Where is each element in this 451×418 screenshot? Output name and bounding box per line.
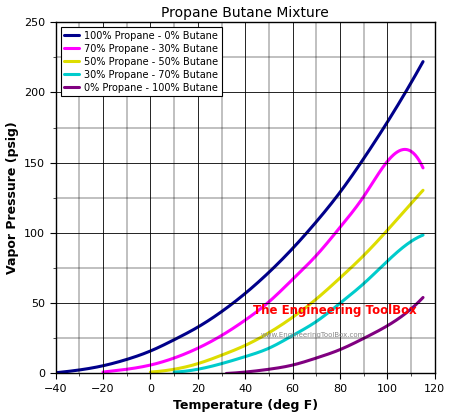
30% Propane - 70% Butane (291, 332, 297, 337)
0% Propane - 100% Butane (318, 354, 324, 359)
0% Propane - 100% Butane (415, 300, 421, 305)
Legend: 100% Propane - 0% Butane, 70% Propane - 30% Butane, 50% Propane - 50% Butane, 30: 100% Propane - 0% Butane, 70% Propane - … (60, 27, 222, 97)
30% Propane - 70% Butane (420, 232, 426, 237)
50% Propane - 50% Butane (371, 242, 377, 247)
Text: The Engineering ToolBox: The Engineering ToolBox (253, 304, 417, 317)
50% Propane - 50% Butane (279, 322, 284, 327)
100% Propane - 0% Butane (252, 283, 257, 288)
50% Propane - 50% Butane (414, 195, 419, 200)
30% Propane - 70% Butane (171, 370, 177, 375)
Line: 70% Propane - 30% Butane: 70% Propane - 30% Butane (103, 149, 423, 372)
0% Propane - 100% Butane (224, 371, 229, 376)
100% Propane - 0% Butane (230, 301, 235, 306)
50% Propane - 50% Butane (295, 311, 301, 316)
0% Propane - 100% Butane (385, 323, 390, 328)
100% Propane - 0% Butane (420, 59, 426, 64)
X-axis label: Temperature (deg F): Temperature (deg F) (173, 400, 318, 413)
50% Propane - 50% Butane (310, 300, 315, 305)
0% Propane - 100% Butane (420, 295, 426, 300)
50% Propane - 50% Butane (148, 370, 153, 375)
0% Propane - 100% Butane (317, 354, 322, 359)
100% Propane - 0% Butane (227, 303, 233, 308)
70% Propane - 30% Butane (402, 147, 408, 152)
0% Propane - 100% Butane (330, 350, 336, 355)
70% Propane - 30% Butane (363, 191, 368, 196)
30% Propane - 70% Butane (375, 268, 381, 273)
30% Propane - 70% Butane (290, 333, 295, 338)
30% Propane - 70% Butane (320, 315, 325, 320)
Y-axis label: Vapor Pressure (psig): Vapor Pressure (psig) (5, 121, 18, 274)
30% Propane - 70% Butane (306, 324, 312, 329)
70% Propane - 30% Butane (252, 311, 258, 316)
Title: Propane Butane Mixture: Propane Butane Mixture (161, 5, 329, 20)
100% Propane - 0% Butane (354, 166, 359, 171)
70% Propane - 30% Butane (420, 166, 426, 171)
70% Propane - 30% Butane (101, 370, 106, 375)
70% Propane - 30% Butane (413, 153, 419, 158)
50% Propane - 50% Butane (277, 324, 283, 329)
Text: www.EngineeringToolBox.com: www.EngineeringToolBox.com (260, 332, 365, 338)
30% Propane - 70% Butane (414, 235, 420, 240)
100% Propane - 0% Butane (272, 265, 277, 270)
100% Propane - 0% Butane (411, 75, 417, 80)
70% Propane - 30% Butane (291, 276, 296, 281)
70% Propane - 30% Butane (254, 309, 260, 314)
Line: 50% Propane - 50% Butane: 50% Propane - 50% Butane (151, 190, 423, 372)
0% Propane - 100% Butane (341, 346, 346, 351)
Line: 100% Propane - 0% Butane: 100% Propane - 0% Butane (55, 61, 423, 373)
Line: 30% Propane - 70% Butane: 30% Propane - 70% Butane (174, 235, 423, 372)
70% Propane - 30% Butane (273, 293, 279, 298)
Line: 0% Propane - 100% Butane: 0% Propane - 100% Butane (226, 298, 423, 373)
100% Propane - 0% Butane (53, 370, 58, 375)
50% Propane - 50% Butane (420, 188, 426, 193)
